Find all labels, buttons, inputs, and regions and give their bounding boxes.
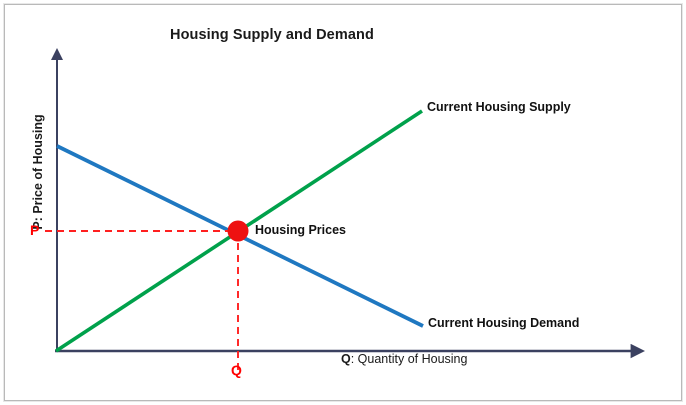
demand-series-label: Current Housing Demand <box>428 316 580 330</box>
equilibrium-point <box>227 220 249 242</box>
x-axis-label: Q: Quantity of Housing <box>341 352 467 366</box>
x-axis-label-letter: Q <box>341 352 351 366</box>
supply-series-label: Current Housing Supply <box>427 100 571 114</box>
equilibrium-point-label: Housing Prices <box>255 223 346 237</box>
price-tick-label: P <box>30 222 40 238</box>
y-axis-label-text: : Price of Housing <box>31 114 45 222</box>
quantity-tick-label: Q <box>231 362 242 378</box>
x-axis-label-text: : Quantity of Housing <box>350 352 468 366</box>
y-axis-label: P: Price of Housing <box>31 72 45 272</box>
page-title: Housing Supply and Demand <box>170 27 374 43</box>
